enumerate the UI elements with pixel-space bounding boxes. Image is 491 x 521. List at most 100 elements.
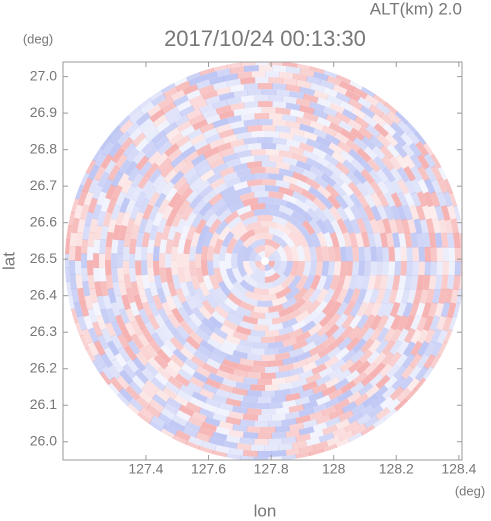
radar-cell xyxy=(173,394,190,408)
radar-cell xyxy=(104,321,117,338)
radar-cell xyxy=(326,162,343,177)
radar-cell xyxy=(325,113,342,126)
radar-cell xyxy=(208,138,225,150)
radar-cell xyxy=(254,260,263,269)
radar-cell xyxy=(255,253,263,261)
radar-cell xyxy=(308,448,325,456)
radar-cell xyxy=(162,422,179,436)
radar-cell xyxy=(189,133,206,146)
radar-cell xyxy=(444,218,453,235)
radar-cell xyxy=(351,106,367,120)
radar-cell xyxy=(257,414,273,422)
radar-cell xyxy=(412,246,420,262)
radar-cell xyxy=(268,359,284,367)
radar-cell xyxy=(356,217,368,234)
radar-cell xyxy=(434,204,445,221)
radar-cell xyxy=(284,286,301,301)
radar-cell xyxy=(245,221,262,232)
radar-cell xyxy=(328,300,342,317)
radar-cell xyxy=(175,80,192,93)
radar-cell xyxy=(352,169,367,185)
radar-cell xyxy=(135,231,145,248)
radar-cell xyxy=(369,314,383,331)
radar-cell xyxy=(218,363,235,375)
radar-cell xyxy=(100,197,111,214)
radar-cell xyxy=(290,297,307,312)
radar-cell xyxy=(350,349,365,364)
radar-cell xyxy=(226,115,242,124)
radar-cell xyxy=(373,232,383,248)
radar-cell xyxy=(75,184,84,200)
radar-cell xyxy=(303,231,315,248)
radar-cell xyxy=(299,86,316,96)
radar-cell xyxy=(75,274,84,290)
radar-cell xyxy=(204,293,219,310)
radar-cell xyxy=(396,327,410,344)
radar-cell xyxy=(321,424,338,436)
radar-cell xyxy=(312,108,329,120)
radar-cell xyxy=(185,440,201,450)
radar-cell xyxy=(393,364,408,380)
radar-cell xyxy=(319,194,334,210)
radar-cell xyxy=(288,183,305,195)
radar-cell xyxy=(243,137,259,145)
radar-cell xyxy=(271,449,287,457)
radar-cell xyxy=(285,120,302,130)
radar-cell xyxy=(306,299,321,315)
radar-cell xyxy=(229,221,246,236)
radar-cell xyxy=(301,287,316,303)
radar-cell xyxy=(275,107,291,116)
radar-cell xyxy=(278,442,294,451)
radar-cell xyxy=(377,191,390,208)
radar-cell xyxy=(295,160,312,172)
radar-cell xyxy=(394,398,408,412)
radar-cell xyxy=(218,402,234,412)
radar-cell xyxy=(100,327,113,344)
radar-cell xyxy=(379,144,394,160)
x-unit: (deg) xyxy=(455,483,485,498)
radar-cell xyxy=(314,207,329,223)
radar-cell xyxy=(265,71,280,78)
radar-cell xyxy=(407,288,417,305)
radar-cell xyxy=(249,347,265,355)
radar-cell xyxy=(292,73,309,82)
radar-cell xyxy=(351,423,368,436)
radar-cell xyxy=(367,274,377,291)
radar-cell xyxy=(415,301,426,318)
x-tick-label: 127.4 xyxy=(128,461,163,477)
radar-cell xyxy=(388,261,395,277)
radar-cell xyxy=(430,328,442,345)
radar-cell xyxy=(271,215,289,227)
radar-cell xyxy=(213,238,224,255)
radar-cell xyxy=(363,415,380,429)
radar-cell xyxy=(391,375,406,391)
radar-cell xyxy=(416,191,428,208)
x-tick-label: 128.4 xyxy=(441,461,476,477)
radar-cell xyxy=(236,260,248,278)
radar-cell xyxy=(348,314,362,330)
radar-cell xyxy=(383,407,398,421)
radar-cell xyxy=(271,431,287,439)
radar-cell xyxy=(342,274,352,291)
radar-cell xyxy=(369,327,383,343)
radar-cell xyxy=(335,74,352,85)
radar-cell xyxy=(436,261,443,277)
radar-cell xyxy=(298,369,315,380)
radar-cell xyxy=(154,135,170,150)
radar-cell xyxy=(340,128,357,143)
radar-cell xyxy=(250,444,265,451)
radar-cell xyxy=(380,155,395,171)
radar-cell xyxy=(322,207,336,223)
radar-cell xyxy=(442,246,450,262)
radar-cell xyxy=(232,423,248,433)
radar-cell xyxy=(215,86,232,96)
radar-cell xyxy=(196,344,212,358)
radar-cell xyxy=(107,165,120,182)
radar-cell xyxy=(225,237,238,254)
radar-cell xyxy=(183,267,192,283)
radar-cell xyxy=(299,68,316,78)
radar-cell xyxy=(199,339,215,353)
y-tick-label: 26.6 xyxy=(30,213,57,229)
radar-cell xyxy=(260,336,277,343)
radar-cell xyxy=(212,162,228,175)
